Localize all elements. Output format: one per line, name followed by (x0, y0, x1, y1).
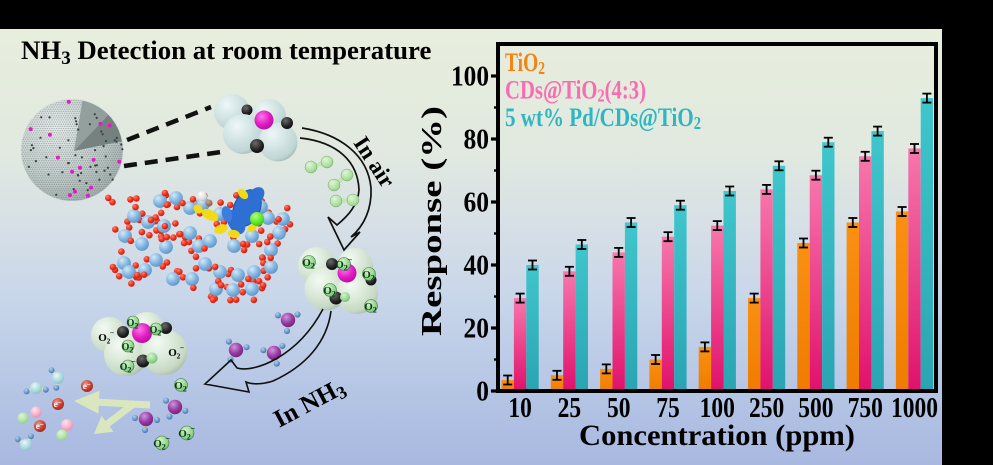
svg-text:O2–: O2– (98, 329, 114, 346)
svg-text:CDs@TiO2(4:3): CDs@TiO2(4:3) (505, 76, 646, 106)
svg-text:1000: 1000 (891, 392, 938, 424)
svg-text:100: 100 (451, 61, 489, 93)
svg-text:20: 20 (464, 313, 490, 345)
svg-text:O2: O2 (122, 342, 134, 355)
svg-text:e–: e– (54, 398, 62, 410)
svg-text:75: 75 (656, 392, 680, 424)
svg-text:50: 50 (607, 392, 631, 424)
svg-text:500: 500 (798, 392, 833, 424)
svg-text:80: 80 (464, 124, 490, 156)
svg-text:25: 25 (558, 392, 582, 424)
svg-text:60: 60 (464, 187, 490, 219)
svg-text:O2–: O2– (168, 344, 184, 361)
svg-text:Response (%): Response (%) (416, 106, 448, 336)
svg-text:e–: e– (36, 420, 44, 432)
svg-text:100: 100 (700, 392, 735, 424)
svg-text:O2: O2 (150, 325, 162, 338)
svg-text:e–: e– (83, 380, 91, 392)
svg-text:Concentration (ppm): Concentration (ppm) (579, 419, 855, 452)
svg-text:NH3 Detection at room temperat: NH3 Detection at room temperature (21, 35, 431, 69)
svg-text:250: 250 (749, 392, 784, 424)
svg-text:40: 40 (464, 250, 490, 282)
svg-text:5 wt% Pd/CDs@TiO2: 5 wt% Pd/CDs@TiO2 (505, 103, 701, 133)
svg-text:O2: O2 (127, 318, 139, 331)
svg-text:10: 10 (508, 392, 532, 424)
svg-text:0: 0 (476, 376, 489, 408)
svg-text:750: 750 (848, 392, 883, 424)
